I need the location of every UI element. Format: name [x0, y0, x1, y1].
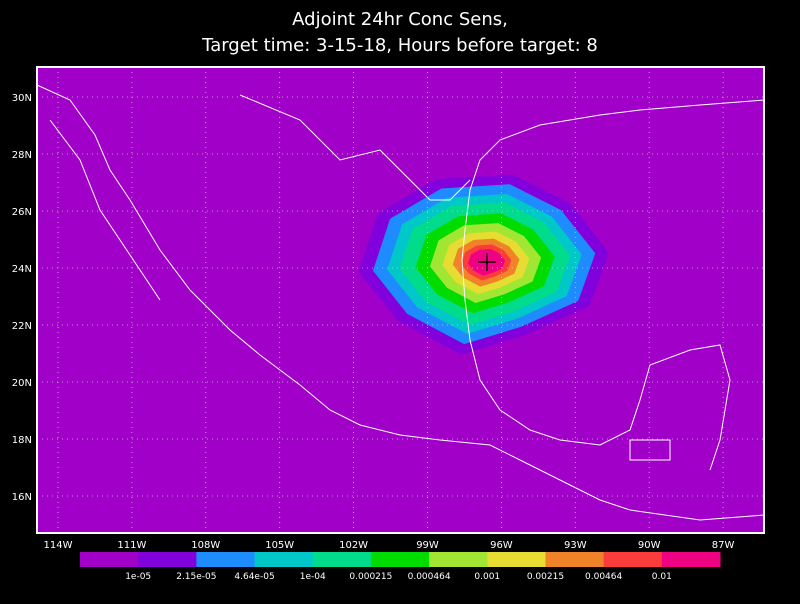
colorbar-swatch [80, 552, 139, 567]
lon-tick-label: 99W [416, 540, 439, 551]
colorbar-label: 0.000215 [349, 572, 392, 582]
lon-tick-label: 111W [117, 540, 146, 551]
lat-tick-label: 18N [12, 435, 32, 446]
border [629, 439, 671, 461]
lat-tick-label: 30N [12, 93, 32, 104]
title-line: Target time: 3-15-18, Hours before targe… [201, 35, 598, 56]
lat-tick-label: 28N [12, 150, 32, 161]
colorbar-label: 0.001 [474, 572, 500, 582]
colorbar-label: 0.00464 [585, 572, 622, 582]
colorbar: 1e-05 2.15e-05 4.64e-05 1e-04 0.000215 0.0004… [80, 552, 721, 582]
baja-coast [49, 119, 161, 301]
colorbar-label: 0.00215 [527, 572, 564, 582]
colorbar-swatch [487, 552, 546, 567]
us-border [239, 94, 471, 201]
colorbar-label: 1e-04 [300, 572, 326, 582]
lon-tick-label: 114W [44, 540, 73, 551]
title-line: Adjoint 24hr Conc Sens, [292, 9, 508, 30]
axis-labels: 30N 28N 26N 24N 22N 20N 18N 16N 114W 111W 108W 105W… [12, 93, 735, 551]
lon-tick-label: 105W [265, 540, 294, 551]
colorbar-label: 0.01 [652, 572, 672, 582]
colorbar-swatch [196, 552, 256, 567]
colorbar-label: 0.000464 [408, 572, 451, 582]
colorbar-label: 4.64e-05 [234, 572, 274, 582]
lat-tick-label: 24N [12, 264, 32, 275]
coastlines [36, 84, 765, 521]
target-marker [478, 253, 496, 271]
lon-tick-label: 90W [638, 540, 661, 551]
colorbar-label: 2.15e-05 [176, 572, 216, 582]
gulf-coast [461, 99, 765, 471]
colorbar-swatch [545, 552, 605, 567]
lat-tick-label: 20N [12, 378, 32, 389]
lon-tick-label: 102W [339, 540, 368, 551]
colorbar-swatch [138, 552, 197, 567]
colorbar-swatch [661, 552, 721, 567]
lat-tick-label: 16N [12, 492, 32, 503]
plot-frame [36, 66, 765, 534]
graticule [37, 67, 764, 533]
lon-tick-label: 108W [191, 540, 220, 551]
colorbar-label: 1e-05 [125, 572, 151, 582]
lat-tick-label: 22N [12, 321, 32, 332]
lon-tick-label: 96W [490, 540, 513, 551]
lon-tick-label: 93W [564, 540, 587, 551]
colorbar-swatch [254, 552, 314, 567]
sensitivity-field [358, 174, 609, 355]
colorbar-swatch [370, 552, 430, 567]
lon-tick-label: 87W [712, 540, 735, 551]
colorbar-swatch [312, 552, 372, 567]
colorbar-swatch [603, 552, 663, 567]
lat-tick-label: 26N [12, 207, 32, 218]
pacific-coast [36, 84, 765, 521]
colorbar-swatch [429, 552, 488, 567]
